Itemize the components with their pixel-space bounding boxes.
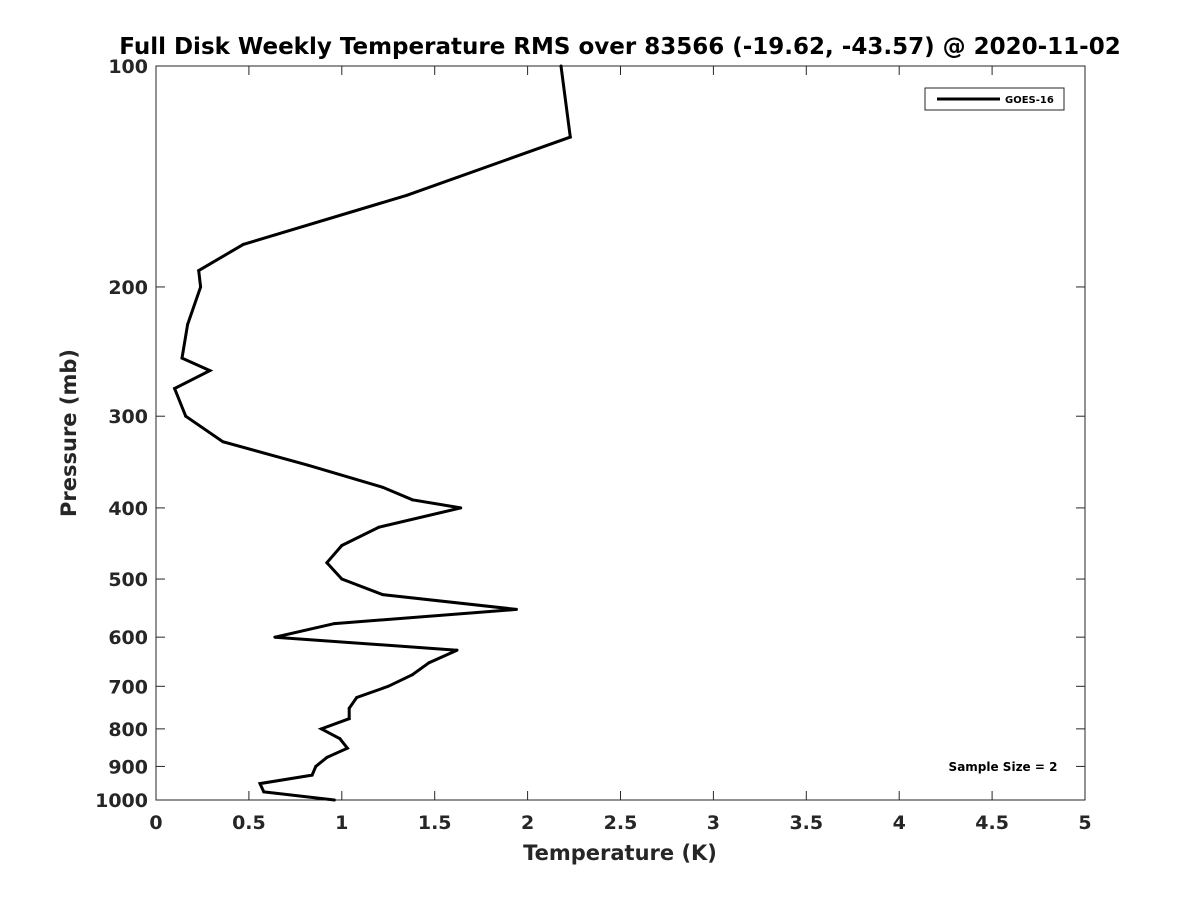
x-tick-label: 0.5 [232,812,266,834]
legend: GOES-16 [924,87,1065,111]
y-tick-label: 800 [108,719,148,741]
y-tick-label: 700 [108,676,148,698]
data-point [410,673,414,677]
x-tick-label: 5 [1078,812,1091,834]
data-point [386,684,390,688]
data-point [306,463,310,467]
x-tick-label: 4 [893,812,906,834]
data-point [325,561,329,565]
data-point [455,648,459,652]
y-tick-label: 500 [108,569,148,591]
data-point [381,593,385,597]
series-points [173,64,572,802]
data-point [340,577,344,581]
x-tick-label: 3 [707,812,720,834]
x-tick-label: 2.5 [604,812,638,834]
data-point [340,543,344,547]
data-point [427,661,431,665]
x-tick-label: 4.5 [975,812,1009,834]
data-point [319,727,323,731]
data-point [332,798,336,802]
data-point [310,773,314,777]
x-tick-label: 3.5 [789,812,823,834]
data-point [459,506,463,510]
chart-title: Full Disk Weekly Temperature RMS over 83… [119,34,1121,60]
data-point [568,135,572,139]
y-tick-label: 400 [108,498,148,520]
x-axis-ticks: 0 0.5 1 1.5 2 2.5 3 3.5 4 4.5 5 [149,66,1092,834]
data-point [325,755,329,759]
data-point [377,525,381,529]
data-point [258,782,262,786]
sample-size-annotation: Sample Size = 2 [949,760,1058,774]
y-tick-label: 200 [108,277,148,299]
plot-area [155,65,1086,801]
data-point [514,607,518,611]
data-point [221,440,225,444]
data-point [173,386,177,390]
x-tick-label: 0 [149,812,162,834]
data-point [355,695,359,699]
data-point [314,764,318,768]
data-point [197,269,201,273]
data-point [559,64,563,68]
x-tick-label: 1 [335,812,348,834]
y-tick-label: 900 [108,756,148,778]
data-point [180,356,184,360]
data-point [273,635,277,639]
data-point [405,193,409,197]
y-axis-ticks: 100 200 300 400 500 600 700 800 900 1000 [95,56,1085,812]
data-point [347,706,351,710]
x-tick-label: 2 [521,812,534,834]
data-point [345,746,349,750]
data-point [338,737,342,741]
data-point [381,485,385,489]
y-tick-label: 300 [108,406,148,428]
data-point [186,323,190,327]
data-point [262,790,266,794]
data-point [241,242,245,246]
data-point [184,414,188,418]
series-line-goes-16 [172,65,572,802]
legend-entry-goes-16: GOES-16 [1005,95,1054,106]
x-tick-label: 1.5 [418,812,452,834]
y-axis-label: Pressure (mb) [57,349,81,517]
x-axis-label: Temperature (K) [523,841,717,865]
data-point [208,369,212,373]
y-tick-label: 600 [108,627,148,649]
data-point [410,498,414,502]
data-point [199,285,203,289]
data-point [332,622,336,626]
data-point [347,717,351,721]
y-tick-label: 1000 [95,790,148,812]
y-tick-label: 100 [108,56,148,78]
